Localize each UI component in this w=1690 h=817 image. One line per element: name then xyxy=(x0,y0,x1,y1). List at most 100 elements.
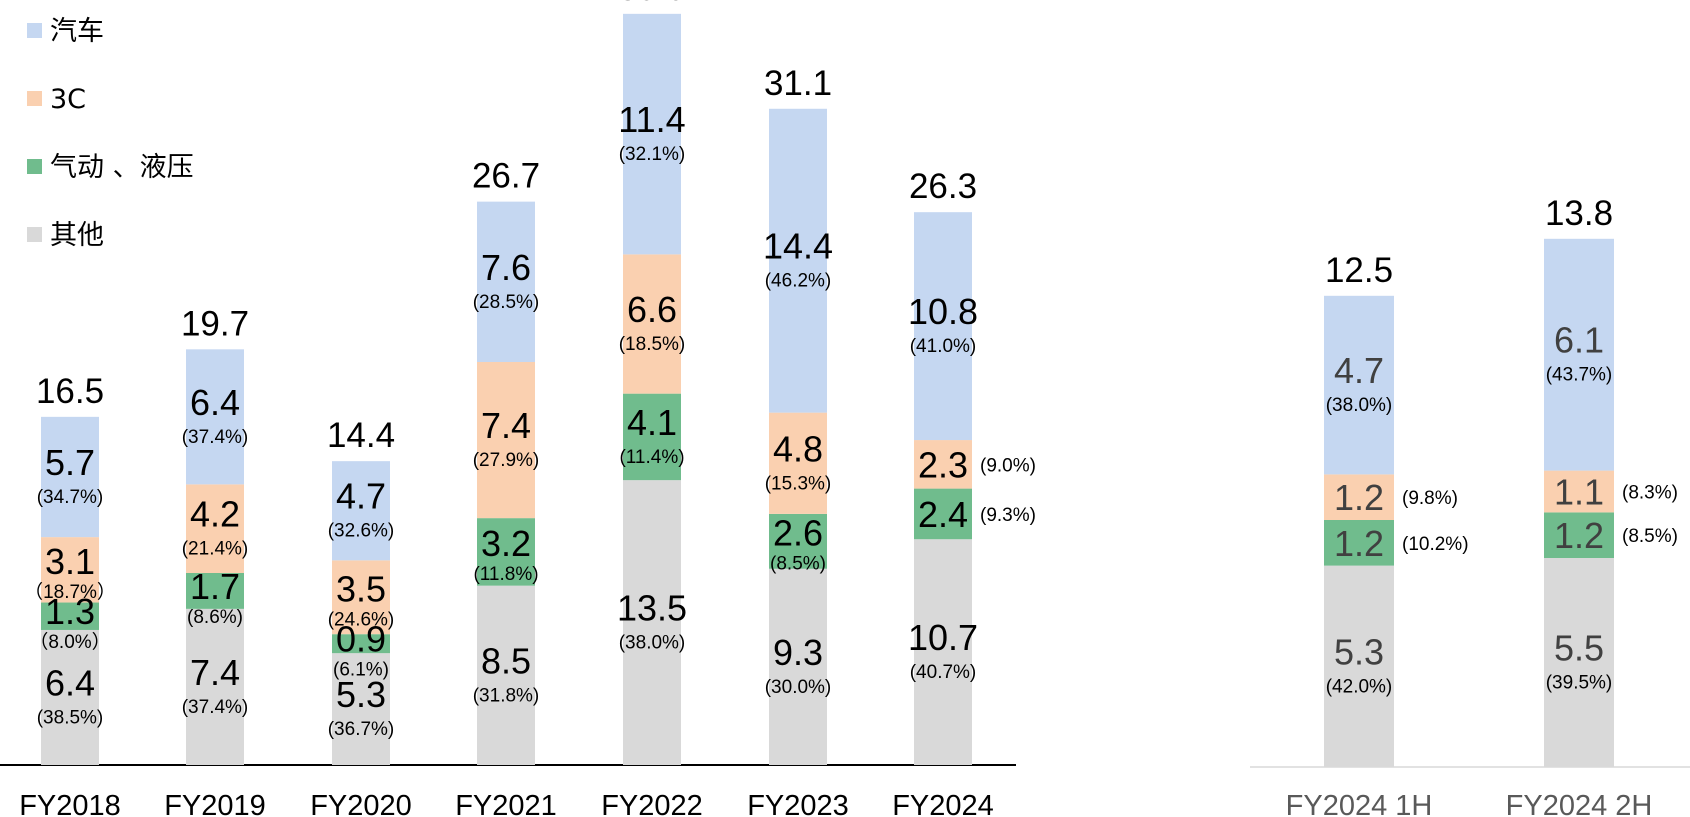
annual-pct-label: (37.4%) xyxy=(182,427,249,448)
half-value-label: 6.1 xyxy=(1554,320,1604,361)
legend-label: 3C xyxy=(50,84,86,115)
annual-pct-label: (37.4%) xyxy=(182,697,249,718)
annual-value-label: 7.4 xyxy=(481,405,531,446)
legend: 汽车 3C 气动 、液压其他 xyxy=(27,16,194,251)
annual-bar-1: 7.4 (37.4%) 1.7(8.6%) 4.2 (21.4%) 6.4 (37.4%) 1… xyxy=(164,304,266,817)
half-value-label: 1.2 xyxy=(1554,515,1604,556)
annual-pct-label: (27.9%) xyxy=(473,450,540,471)
half-pct-label: (42.0%) xyxy=(1326,676,1393,697)
annual-pct-label: (6.1%) xyxy=(333,660,389,681)
annual-value-label: 4.8 xyxy=(773,428,823,469)
annual-bar-4: 13.5(38.0%)4.1(11.4%)6.6(18.5%)11.4(32.1… xyxy=(601,0,703,817)
annual-pct-label: (8.6%) xyxy=(187,607,243,628)
legend-swatch xyxy=(27,159,42,174)
half-bar-1: 5.5 (39.5%) 1.2 (8.5%) 1.1 (8.3%) 6.1 (43.7%) 13… xyxy=(1506,194,1678,817)
annual-total-label: 16.5 xyxy=(36,372,104,411)
legend-item: 汽车 xyxy=(27,16,104,47)
annual-value-label: 8.5 xyxy=(481,640,531,681)
annual-pct-label: （8.0%） xyxy=(29,631,110,653)
annual-bar-2: 5.3 (36.7%) 0.9(6.1%) 3.5(24.6%) 4.7 (32.6%) 1… xyxy=(310,416,412,817)
annual-category-label: FY2021 xyxy=(455,790,557,817)
half-total-label: 13.8 xyxy=(1545,194,1613,233)
annual-pct-label: (31.8%) xyxy=(473,685,540,706)
annual-pct-label: （18.7%） xyxy=(24,581,116,603)
annual-category-label: FY2018 xyxy=(19,790,121,817)
annual-value-label: 2.3 xyxy=(918,444,968,485)
half-category-label: FY2024 2H xyxy=(1506,790,1653,817)
annual-bar-3: 8.5 (31.8%) 3.2(11.8%) 7.4 (27.9%) 7.6 (28.5%)… xyxy=(455,157,557,817)
annual-category-label: FY2019 xyxy=(164,790,266,817)
annual-value-label: 7.6 xyxy=(481,247,531,288)
annual-pct-label: (24.6%) xyxy=(328,609,395,630)
legend-item: 其他 xyxy=(27,220,104,251)
half-pct-label: (9.8%) xyxy=(1402,488,1458,509)
annual-category-label: FY2022 xyxy=(601,790,703,817)
legend-item: 气动 、液压 xyxy=(27,152,194,183)
half-pct-label: (43.7%) xyxy=(1546,365,1613,386)
half-value-label: 1.1 xyxy=(1554,472,1604,513)
annual-value-label: 3.1 xyxy=(45,541,95,582)
annual-value-label: 3.2 xyxy=(481,523,531,564)
annual-pct-label: (32.1%) xyxy=(619,144,686,165)
annual-pct-label: (9.3%) xyxy=(980,505,1036,526)
legend-swatch xyxy=(27,91,42,106)
annual-pct-label: (15.3%) xyxy=(765,473,832,494)
half-year-revenue-chart: 5.3 (42.0%) 1.2 (10.2%) 1.2 (9.8%) 4.7 (38.0%) 1… xyxy=(1250,194,1690,817)
annual-value-label: 9.3 xyxy=(773,632,823,673)
annual-value-label: 10.7 xyxy=(908,617,978,658)
annual-pct-label: (38.0%) xyxy=(619,633,686,654)
annual-value-label: 13.5 xyxy=(617,588,687,629)
annual-value-label: 6.4 xyxy=(45,662,95,703)
annual-value-label: 7.4 xyxy=(190,652,240,693)
annual-value-label: 5.7 xyxy=(45,442,95,483)
annual-bar-6: 10.7 (40.7%) 2.4 (9.3%) 2.3 (9.0%) 10.8 (41.0%)… xyxy=(892,167,1036,817)
legend-swatch xyxy=(27,227,42,242)
legend-label: 其他 xyxy=(50,220,104,251)
annual-revenue-chart: 6.4 (38.5%) 1.3（8.0%） 3.1（18.7%） 5.7 (34.7%) 1… xyxy=(0,0,1036,817)
half-pct-label: (8.3%) xyxy=(1622,483,1678,504)
annual-value-label: 2.6 xyxy=(773,512,823,553)
half-value-label: 1.2 xyxy=(1334,523,1384,564)
annual-total-label: 19.7 xyxy=(181,304,249,343)
annual-pct-label: (8.5%) xyxy=(770,553,826,574)
annual-pct-label: (30.0%) xyxy=(765,677,832,698)
annual-pct-label: (11.8%) xyxy=(473,564,538,585)
annual-value-label: 14.4 xyxy=(763,226,833,267)
annual-category-label: FY2023 xyxy=(747,790,849,817)
annual-total-label: 26.7 xyxy=(472,157,540,196)
half-pct-label: (8.5%) xyxy=(1622,526,1678,547)
annual-value-label: 6.4 xyxy=(190,382,240,423)
annual-value-label: 11.4 xyxy=(618,99,685,140)
annual-pct-label: (34.7%) xyxy=(37,487,104,508)
annual-value-label: 3.5 xyxy=(336,568,386,609)
annual-value-label: 6.6 xyxy=(627,289,677,330)
half-total-label: 12.5 xyxy=(1325,251,1393,290)
half-value-label: 1.2 xyxy=(1334,477,1384,518)
annual-pct-label: (46.2%) xyxy=(765,271,832,292)
legend-item: 3C xyxy=(27,84,86,115)
half-value-label: 5.5 xyxy=(1554,628,1604,669)
annual-value-label: 1.7 xyxy=(190,566,240,607)
annual-category-label: FY2024 xyxy=(892,790,994,817)
half-pct-label: (38.0%) xyxy=(1326,395,1393,416)
annual-pct-label: (40.7%) xyxy=(910,662,977,683)
annual-category-label: FY2020 xyxy=(310,790,412,817)
legend-swatch xyxy=(27,23,42,38)
half-value-label: 5.3 xyxy=(1334,631,1384,672)
annual-value-label: 4.2 xyxy=(190,494,240,535)
annual-bar-0: 6.4 (38.5%) 1.3（8.0%） 3.1（18.7%） 5.7 (34.7%) 1… xyxy=(19,372,121,817)
annual-total-label: 26.3 xyxy=(909,167,977,206)
annual-value-label: 4.7 xyxy=(336,476,386,517)
annual-pct-label: (9.0%) xyxy=(980,455,1036,476)
legend-label: 汽车 xyxy=(50,16,104,47)
annual-pct-label: (32.6%) xyxy=(328,521,395,542)
annual-value-label: 2.4 xyxy=(918,494,968,535)
legend-label: 气动 、液压 xyxy=(50,152,194,183)
half-value-label: 4.7 xyxy=(1334,350,1384,391)
annual-pct-label: (11.4%) xyxy=(619,447,684,468)
half-pct-label: (39.5%) xyxy=(1546,673,1613,694)
annual-pct-label: (21.4%) xyxy=(182,539,249,560)
annual-total-label: 35.5 xyxy=(618,0,686,8)
annual-pct-label: (28.5%) xyxy=(473,292,540,313)
half-bar-0: 5.3 (42.0%) 1.2 (10.2%) 1.2 (9.8%) 4.7 (38.0%) 1… xyxy=(1286,251,1469,817)
